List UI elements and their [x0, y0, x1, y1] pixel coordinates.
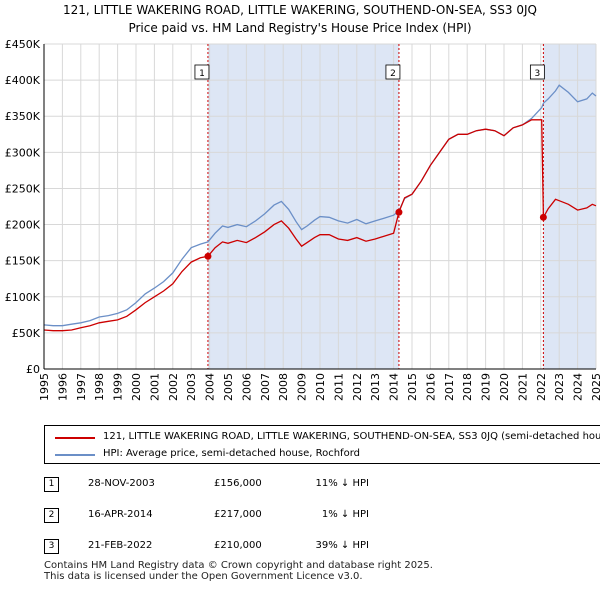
sale-label-text: 3	[535, 69, 541, 79]
chart-subtitle: Price paid vs. HM Land Registry's House …	[128, 21, 472, 35]
sale-marker-label: 3	[44, 539, 59, 554]
x-tick-label: 2012	[351, 373, 364, 401]
y-tick-label: £100K	[5, 291, 41, 304]
x-tick-label: 2002	[167, 373, 180, 401]
x-tick-label: 1997	[75, 373, 88, 401]
sale-date: 28-NOV-2003	[88, 478, 155, 489]
x-tick-label: 2019	[480, 373, 493, 401]
x-tick-label: 2010	[314, 373, 327, 401]
sale-label-text: 1	[199, 69, 205, 79]
x-tick-label: 2001	[148, 373, 161, 401]
footer-licence: This data is licensed under the Open Gov…	[44, 571, 363, 582]
x-tick-label: 1998	[93, 373, 106, 401]
legend-hpi: HPI: Average price, semi-detached house,…	[45, 446, 600, 463]
sale-hpi-diff: 39% ↓ HPI	[315, 540, 369, 551]
footer-copyright: Contains HM Land Registry data © Crown c…	[44, 560, 433, 571]
x-tick-label: 2006	[240, 373, 253, 401]
sale-point	[395, 208, 403, 216]
y-tick-label: £350K	[5, 110, 41, 123]
legend-hpi-label: HPI: Average price, semi-detached house,…	[103, 448, 360, 459]
sale-hpi-diff: 1% ↓ HPI	[321, 509, 369, 520]
legend-property: 121, LITTLE WAKERING ROAD, LITTLE WAKERI…	[45, 429, 600, 447]
y-tick-label: £400K	[5, 74, 41, 87]
sale-price: £210,000	[214, 540, 262, 551]
sale-label-text: 2	[390, 69, 396, 79]
x-tick-label: 2011	[332, 373, 345, 401]
x-tick-label: 1996	[56, 373, 69, 401]
x-tick-label: 2000	[130, 373, 143, 401]
y-tick-label: £50K	[12, 327, 41, 340]
y-tick-label: £450K	[5, 38, 41, 51]
legend: 121, LITTLE WAKERING ROAD, LITTLE WAKERI…	[44, 425, 600, 464]
x-tick-label: 2017	[443, 373, 456, 401]
sale-point	[204, 252, 212, 260]
sale-row: 3 21-FEB-2022 £210,000 39% ↓ HPI	[44, 537, 584, 559]
x-tick-label: 2022	[535, 373, 548, 401]
x-tick-label: 2023	[553, 373, 566, 401]
x-tick-label: 2003	[185, 373, 198, 401]
sale-hpi-diff: 11% ↓ HPI	[315, 478, 369, 489]
x-tick-label: 2005	[222, 373, 235, 401]
sale-price: £156,000	[214, 478, 262, 489]
x-tick-label: 2008	[277, 373, 290, 401]
x-tick-label: 2024	[572, 373, 585, 401]
x-tick-label: 2025	[590, 373, 600, 401]
x-tick-label: 2016	[424, 373, 437, 401]
y-tick-label: £200K	[5, 219, 41, 232]
sale-label-box	[529, 64, 545, 80]
sale-date: 16-APR-2014	[88, 509, 153, 520]
x-tick-label: 1999	[112, 373, 125, 401]
sale-point	[539, 213, 547, 221]
x-tick-label: 2014	[388, 373, 401, 401]
sale-label-box	[385, 64, 401, 80]
x-tick-label: 2021	[516, 373, 529, 401]
x-tick-label: 2018	[461, 373, 474, 401]
y-tick-label: £0	[26, 363, 40, 376]
chart-title: 121, LITTLE WAKERING ROAD, LITTLE WAKERI…	[63, 3, 537, 17]
x-tick-label: 2013	[369, 373, 382, 401]
x-tick-label: 1995	[38, 373, 51, 401]
sale-row: 1 28-NOV-2003 £156,000 11% ↓ HPI	[44, 475, 584, 497]
x-tick-label: 2009	[296, 373, 309, 401]
sale-price: £217,000	[214, 509, 262, 520]
x-tick-label: 2020	[498, 373, 511, 401]
y-tick-label: £250K	[5, 182, 41, 195]
legend-property-swatch	[55, 437, 95, 439]
price-paid-line	[43, 119, 597, 332]
sale-marker-label: 1	[44, 477, 59, 492]
sale-marker-label: 2	[44, 508, 59, 523]
x-tick-label: 2004	[204, 373, 217, 401]
y-tick-label: £300K	[5, 146, 41, 159]
price-chart: 1 2 3 £0 £50K £100K £150K £200K £250K £300K £350K £…	[5, 38, 600, 401]
y-tick-label: £150K	[5, 255, 41, 268]
sale-row: 2 16-APR-2014 £217,000 1% ↓ HPI	[44, 506, 584, 528]
ownership-shade	[207, 44, 399, 369]
x-tick-label: 2015	[406, 373, 419, 401]
sale-date: 21-FEB-2022	[88, 540, 153, 551]
legend-hpi-swatch	[55, 454, 95, 456]
legend-property-label: 121, LITTLE WAKERING ROAD, LITTLE WAKERI…	[103, 431, 600, 442]
sale-label-box	[194, 64, 210, 80]
x-tick-label: 2007	[259, 373, 272, 401]
